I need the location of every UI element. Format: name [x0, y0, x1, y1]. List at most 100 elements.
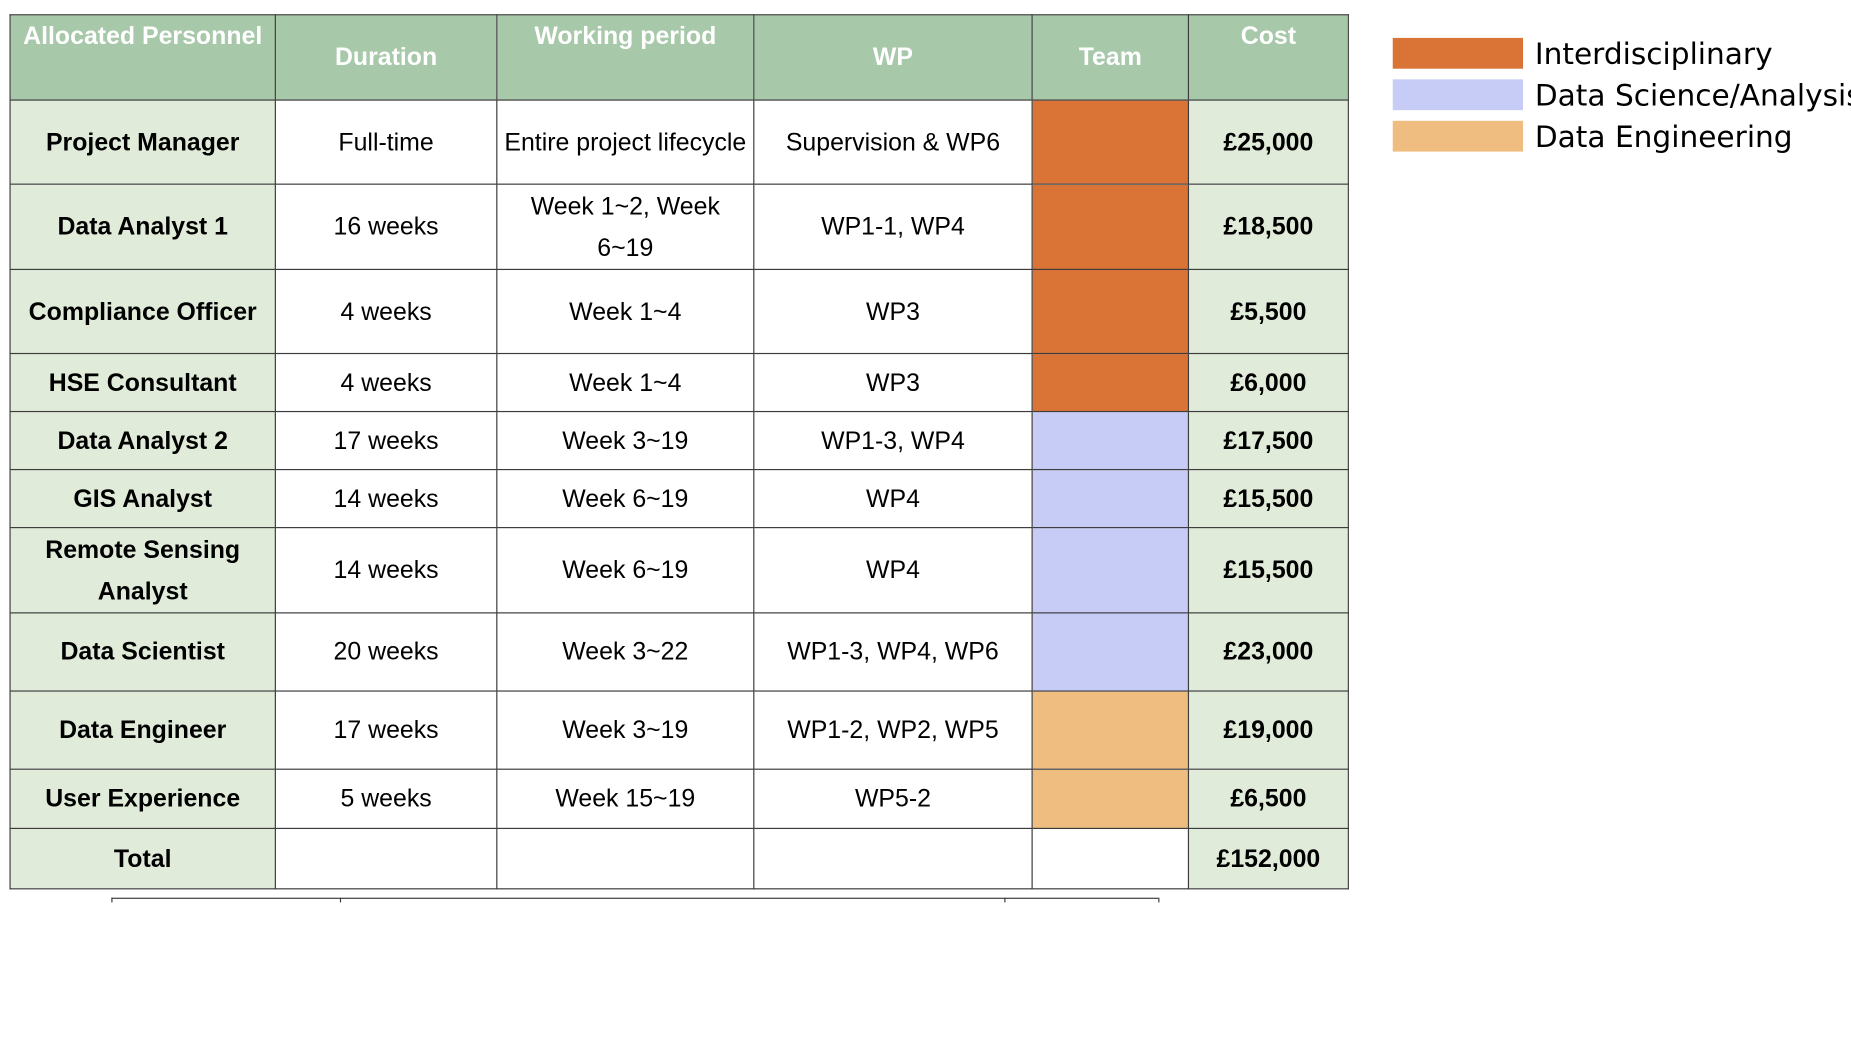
divider-tick [1158, 897, 1160, 903]
empty-cell [1031, 827, 1190, 890]
wp-cell: WP1-1, WP4 [753, 183, 1033, 271]
team-color-cell [1031, 352, 1190, 413]
legend-swatch [1392, 79, 1524, 111]
header-team: Team [1031, 14, 1190, 101]
legend-label: Interdisciplinary [1534, 36, 1773, 71]
period-cell: Week 1~4 [496, 352, 755, 413]
header-duration: Duration [274, 14, 498, 101]
team-color-cell [1031, 410, 1190, 471]
legend-swatch [1392, 120, 1524, 152]
team-color-cell [1031, 183, 1190, 271]
duration-cell: 4 weeks [274, 268, 498, 355]
table-row: Data Engineer 17 weeks Week 3~19 WP1-2, … [9, 690, 1349, 770]
header-row: Allocated Personnel Duration Working per… [9, 14, 1349, 101]
role-cell: Remote Sensing Analyst [9, 527, 276, 614]
legend-label: Data Engineering [1534, 119, 1793, 154]
duration-cell: 17 weeks [274, 690, 498, 770]
cost-cell: £25,000 [1187, 99, 1349, 185]
duration-cell: 4 weeks [274, 352, 498, 413]
team-color-cell [1031, 99, 1190, 185]
table-row: GIS Analyst 14 weeks Week 6~19 WP4 £15,5… [9, 468, 1349, 529]
duration-cell: 16 weeks [274, 183, 498, 271]
table-row: Remote Sensing Analyst 14 weeks Week 6~1… [9, 527, 1349, 614]
page-divider-line [111, 897, 1159, 899]
wp-cell: WP1-3, WP4, WP6 [753, 612, 1033, 692]
empty-cell [753, 827, 1033, 890]
table-row: User Experience 5 weeks Week 15~19 WP5-2… [9, 768, 1349, 830]
duration-cell: 14 weeks [274, 527, 498, 614]
cost-cell: £17,500 [1187, 410, 1349, 471]
cost-cell: £6,000 [1187, 352, 1349, 413]
divider-tick [339, 897, 342, 903]
role-cell: HSE Consultant [9, 352, 276, 413]
role-cell: Data Engineer [9, 690, 276, 770]
role-cell: GIS Analyst [9, 468, 276, 529]
cost-cell: £19,000 [1187, 690, 1349, 770]
table-row: HSE Consultant 4 weeks Week 1~4 WP3 £6,0… [9, 352, 1349, 413]
role-cell: User Experience [9, 768, 276, 830]
role-cell: Data Analyst 2 [9, 410, 276, 471]
legend-swatch [1392, 37, 1524, 69]
period-cell: Week 3~19 [496, 410, 755, 471]
team-color-cell [1031, 468, 1190, 529]
duration-cell: 17 weeks [274, 410, 498, 471]
total-label: Total [9, 827, 276, 890]
total-row: Total £152,000 [9, 827, 1349, 890]
team-color-cell [1031, 612, 1190, 692]
period-cell: Week 6~19 [496, 468, 755, 529]
period-cell: Week 15~19 [496, 768, 755, 830]
period-cell: Week 1~2, Week 6~19 [496, 183, 755, 271]
wp-cell: WP1-3, WP4 [753, 410, 1033, 471]
wp-cell: WP4 [753, 527, 1033, 614]
role-cell: Data Analyst 1 [9, 183, 276, 271]
wp-cell: WP3 [753, 268, 1033, 355]
table-row: Data Analyst 1 16 weeks Week 1~2, Week 6… [9, 183, 1349, 271]
wp-cell: Supervision & WP6 [753, 99, 1033, 185]
table-row: Compliance Officer 4 weeks Week 1~4 WP3 … [9, 268, 1349, 355]
duration-cell: Full-time [274, 99, 498, 185]
header-cost: Cost [1187, 14, 1349, 101]
cost-cell: £15,500 [1187, 527, 1349, 614]
wp-cell: WP3 [753, 352, 1033, 413]
total-cost: £152,000 [1187, 827, 1349, 890]
period-cell: Week 3~22 [496, 612, 755, 692]
legend-item-interdisciplinary: Interdisciplinary [1392, 33, 1851, 73]
period-cell: Entire project lifecycle [496, 99, 755, 185]
header-personnel: Allocated Personnel [9, 14, 276, 101]
period-cell: Week 1~4 [496, 268, 755, 355]
wp-cell: WP5-2 [753, 768, 1033, 830]
role-cell: Project Manager [9, 99, 276, 185]
divider-tick [1004, 897, 1006, 903]
wp-cell: WP4 [753, 468, 1033, 529]
cost-cell: £15,500 [1187, 468, 1349, 529]
cost-cell: £23,000 [1187, 612, 1349, 692]
role-cell: Data Scientist [9, 612, 276, 692]
period-cell: Week 6~19 [496, 527, 755, 614]
team-legend: Interdisciplinary Data Science/Analysis … [1392, 33, 1851, 157]
empty-cell [274, 827, 498, 890]
table-row: Project Manager Full-time Entire project… [9, 99, 1349, 185]
cost-cell: £6,500 [1187, 768, 1349, 830]
personnel-budget-table: Allocated Personnel Duration Working per… [9, 14, 1349, 890]
legend-item-data-engineering: Data Engineering [1392, 116, 1851, 156]
duration-cell: 20 weeks [274, 612, 498, 692]
empty-cell [496, 827, 755, 890]
team-color-cell [1031, 768, 1190, 830]
divider-tick [111, 897, 113, 903]
legend-item-data-science: Data Science/Analysis [1392, 75, 1851, 115]
team-color-cell [1031, 268, 1190, 355]
duration-cell: 14 weeks [274, 468, 498, 529]
wp-cell: WP1-2, WP2, WP5 [753, 690, 1033, 770]
role-cell: Compliance Officer [9, 268, 276, 355]
header-wp: WP [753, 14, 1033, 101]
cost-cell: £18,500 [1187, 183, 1349, 271]
table-row: Data Analyst 2 17 weeks Week 3~19 WP1-3,… [9, 410, 1349, 471]
table-row: Data Scientist 20 weeks Week 3~22 WP1-3,… [9, 612, 1349, 692]
team-color-cell [1031, 690, 1190, 770]
duration-cell: 5 weeks [274, 768, 498, 830]
period-cell: Week 3~19 [496, 690, 755, 770]
cost-cell: £5,500 [1187, 268, 1349, 355]
legend-label: Data Science/Analysis [1534, 77, 1851, 112]
header-working-period: Working period [496, 14, 755, 101]
